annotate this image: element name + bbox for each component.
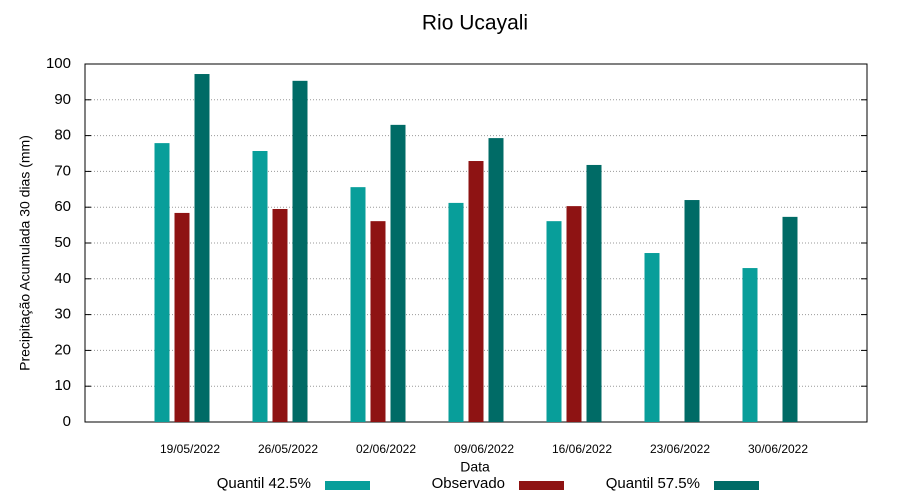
- bar: [586, 164, 602, 422]
- bar: [644, 253, 660, 422]
- legend-label: Observado: [432, 475, 505, 492]
- bar: [684, 200, 700, 422]
- bar: [566, 206, 582, 422]
- bar: [468, 161, 484, 422]
- x-tick-label: 30/06/2022: [748, 442, 808, 456]
- x-tick-label: 09/06/2022: [454, 442, 514, 456]
- y-axis-label: Precipitação Acumulada 30 dias (mm): [17, 135, 33, 371]
- y-tick-label: 80: [54, 127, 71, 144]
- x-axis-label: Data: [460, 459, 490, 475]
- y-tick-label: 100: [46, 55, 71, 72]
- legend-swatch: [325, 481, 370, 490]
- bar: [194, 74, 210, 423]
- y-tick-label: 10: [54, 377, 71, 394]
- bar: [742, 268, 758, 422]
- bar: [252, 150, 268, 422]
- y-tick-label: 60: [54, 198, 71, 215]
- bar: [174, 212, 190, 422]
- legend-label: Quantil 57.5%: [606, 475, 700, 492]
- bar: [350, 187, 366, 422]
- y-tick-label: 50: [54, 234, 71, 251]
- x-tick-label: 02/06/2022: [356, 442, 416, 456]
- x-tick-label: 16/06/2022: [552, 442, 612, 456]
- bar: [370, 221, 386, 422]
- legend-label: Quantil 42.5%: [217, 475, 311, 492]
- y-tick-label: 40: [54, 270, 71, 287]
- bar: [782, 216, 798, 422]
- x-tick-label: 23/06/2022: [650, 442, 710, 456]
- bar: [272, 208, 288, 422]
- chart-title: Rio Ucayali: [422, 12, 528, 35]
- x-tick-label: 19/05/2022: [160, 442, 220, 456]
- y-tick-label: 0: [63, 413, 71, 430]
- y-tick-label: 30: [54, 306, 71, 323]
- bar: [390, 124, 406, 423]
- y-tick-label: 90: [54, 91, 71, 108]
- bar: [546, 221, 562, 422]
- bar: [154, 143, 170, 423]
- bar: [448, 202, 464, 422]
- bar: [292, 80, 308, 423]
- bar: [488, 138, 504, 422]
- x-tick-label: 26/05/2022: [258, 442, 318, 456]
- legend-swatch: [519, 481, 564, 490]
- legend-swatch: [714, 481, 759, 490]
- y-tick-label: 20: [54, 341, 71, 358]
- y-tick-label: 70: [54, 162, 71, 179]
